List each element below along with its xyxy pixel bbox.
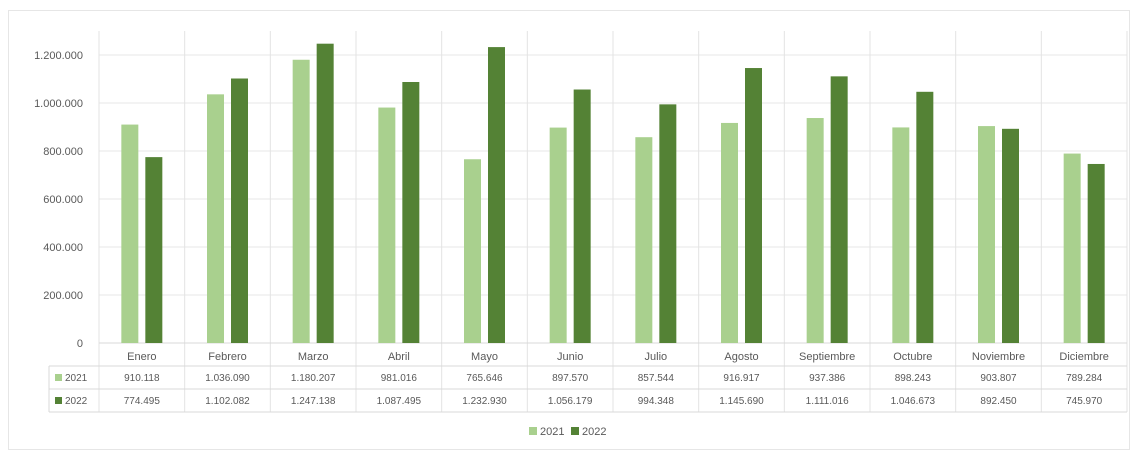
data-table-value: 745.970	[1066, 396, 1103, 407]
data-table-value: 1.036.090	[205, 373, 250, 384]
bar-2021-octubre	[892, 127, 910, 343]
bar-2022-septiembre	[830, 76, 848, 343]
x-tick-label: Abril	[388, 351, 410, 363]
bar-2021-marzo	[292, 59, 310, 344]
data-table-value: 789.284	[1066, 373, 1103, 384]
y-tick-label: 1.200.000	[34, 50, 83, 62]
data-table-value: 994.348	[638, 396, 675, 407]
data-table-value: 1.056.179	[548, 396, 593, 407]
data-table-legend-key	[55, 374, 62, 381]
data-table-value: 1.180.207	[291, 373, 336, 384]
x-tick-label: Octubre	[893, 351, 932, 363]
legend-swatch	[529, 427, 537, 435]
x-tick-label: Noviembre	[972, 351, 1025, 363]
y-tick-label: 800.000	[43, 146, 83, 158]
y-tick-label: 400.000	[43, 242, 83, 254]
data-table-value: 1.111.016	[806, 396, 849, 407]
data-table-value: 1.232.930	[462, 396, 507, 407]
bar-chart: 0 200.000 400.000 600.000 800.000 1.000.000 1.…	[34, 31, 1128, 438]
legend-swatch	[571, 427, 579, 435]
x-tick-label: Junio	[557, 351, 583, 363]
x-tick-label: Marzo	[298, 351, 329, 363]
bar-2022-noviembre	[1002, 128, 1019, 343]
y-tick-label: 600.000	[43, 194, 83, 206]
bar-2022-diciembre	[1087, 163, 1105, 343]
bar-2022-enero	[145, 157, 163, 343]
data-table-value: 1.102.082	[205, 396, 250, 407]
y-tick-label: 0	[77, 338, 83, 350]
x-tick-label: Febrero	[208, 351, 247, 363]
data-table-value: 916.917	[723, 373, 760, 384]
data-table-value: 903.807	[980, 373, 1017, 384]
chart-container: 0 200.000 400.000 600.000 800.000 1.000.000 1.…	[8, 10, 1130, 450]
bar-2021-febrero	[207, 94, 224, 343]
bar-2021-enero	[121, 124, 139, 343]
bar-2022-junio	[573, 89, 591, 344]
legend-label: 2021	[540, 426, 564, 438]
data-table-value: 897.570	[552, 373, 589, 384]
data-table-value: 910.118	[124, 373, 160, 384]
bar-2021-agosto	[721, 122, 738, 344]
bar-2022-agosto	[745, 68, 762, 344]
data-table-value: 1.087.495	[377, 396, 422, 407]
y-tick-label: 1.000.000	[34, 98, 83, 110]
bar-2022-julio	[659, 104, 677, 344]
x-tick-label: Enero	[127, 351, 156, 363]
data-table-value: 765.646	[466, 373, 503, 384]
data-table-value: 898.243	[895, 373, 932, 384]
x-tick-label: Agosto	[724, 351, 758, 363]
bar-2021-noviembre	[978, 126, 995, 343]
data-table-value: 774.495	[124, 396, 161, 407]
bar-2022-mayo	[488, 47, 505, 343]
bar-2021-abril	[378, 107, 396, 344]
bar-2022-abril	[402, 82, 420, 344]
x-tick-label: Mayo	[471, 351, 498, 363]
data-table-value: 1.247.138	[291, 396, 336, 407]
x-tick-label: Diciembre	[1059, 351, 1109, 363]
bar-2021-septiembre	[806, 118, 824, 343]
x-tick-label: Septiembre	[799, 351, 855, 363]
bar-2021-diciembre	[1063, 153, 1081, 343]
data-table-legend-key	[55, 397, 62, 404]
x-tick-label: Julio	[645, 351, 668, 363]
data-table-value: 1.145.690	[719, 396, 764, 407]
data-table-value: 937.386	[809, 373, 846, 384]
data-table-value: 857.544	[638, 373, 675, 384]
bar-2022-marzo	[316, 43, 334, 343]
bar-2021-mayo	[464, 159, 481, 343]
data-table-value: 981.016	[381, 373, 418, 384]
data-table-value: 1.046.673	[891, 396, 936, 407]
data-table-series-name: 2022	[65, 396, 88, 407]
data-table-value: 892.450	[980, 396, 1017, 407]
data-table-series-name: 2021	[65, 373, 88, 384]
y-tick-label: 200.000	[43, 290, 83, 302]
bar-2022-febrero	[231, 78, 248, 344]
bar-2021-julio	[635, 137, 653, 343]
bar-2021-junio	[549, 127, 567, 344]
bar-2022-octubre	[916, 91, 934, 343]
legend-label: 2022	[582, 426, 606, 438]
